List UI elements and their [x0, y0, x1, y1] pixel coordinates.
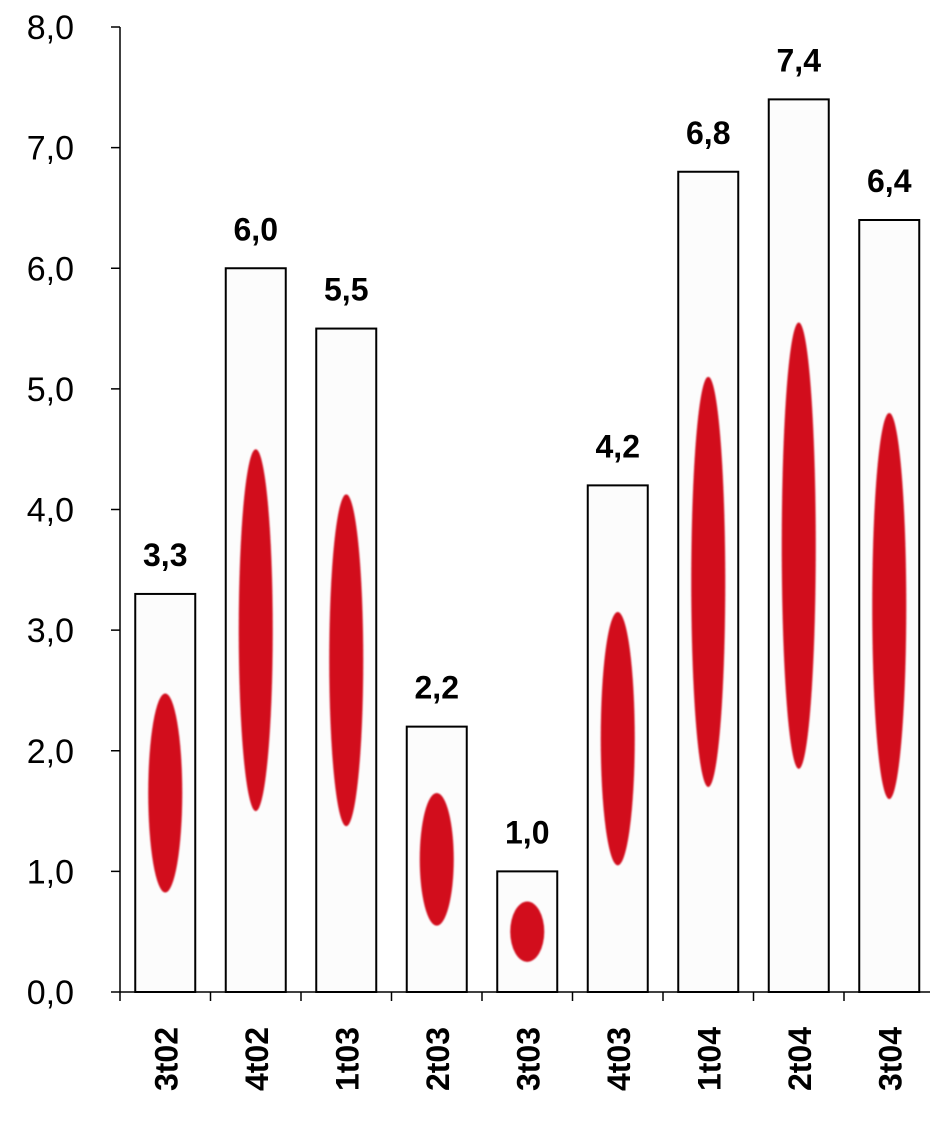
data-label: 3,3	[143, 537, 187, 573]
bar-ellipse	[148, 693, 183, 893]
bar-ellipse	[419, 792, 454, 926]
bars	[134, 98, 921, 993]
x-tick-label: 4t02	[239, 1027, 275, 1091]
data-label: 6,0	[234, 211, 278, 247]
data-label: 5,5	[324, 272, 368, 308]
bar-ellipse	[600, 612, 635, 866]
x-tick-label: 1t03	[329, 1027, 365, 1091]
x-tick-label: 3t03	[510, 1027, 546, 1091]
y-tick-label: 5,0	[27, 371, 74, 409]
y-tick-label: 3,0	[27, 612, 74, 650]
y-tick-label: 0,0	[27, 974, 74, 1012]
y-tick-label: 2,0	[27, 733, 74, 771]
bar-ellipse	[781, 322, 816, 769]
bar-ellipse	[329, 494, 364, 827]
x-tick-label: 2t03	[420, 1027, 456, 1091]
x-tick-label: 1t04	[691, 1027, 727, 1091]
y-tick-label: 1,0	[27, 853, 74, 891]
x-tick-label: 3t02	[148, 1027, 184, 1091]
data-label: 6,4	[867, 163, 912, 199]
y-tick-label: 8,0	[27, 9, 74, 47]
bar-ellipse	[510, 901, 545, 962]
data-label: 1,0	[505, 814, 549, 850]
y-tick-label: 4,0	[27, 492, 74, 530]
y-tick-label: 6,0	[27, 250, 74, 288]
data-labels: 3,3 6,0 5,5 2,2 1,0 4,2 6,8 7,4 6,4	[143, 42, 912, 850]
bar-ellipse	[238, 449, 273, 812]
data-label: 6,8	[686, 115, 730, 151]
x-tick-label: 4t03	[601, 1027, 637, 1091]
data-label: 2,2	[415, 670, 459, 706]
x-tick-label: 2t04	[782, 1027, 818, 1091]
x-axis: 3t02 4t02 1t03 2t03 3t03 4t03 1t04 2t04 3t04	[119, 991, 930, 1091]
data-label: 7,4	[777, 42, 822, 78]
bar-ellipse	[691, 376, 726, 787]
y-tick-label: 7,0	[27, 130, 74, 168]
y-axis: 0,0 1,0 2,0 3,0 4,0 5,0 6,0 7,0 8,0	[27, 9, 121, 1012]
bar-ellipse	[872, 413, 907, 799]
data-label: 4,2	[596, 428, 640, 464]
x-tick-label: 3t04	[872, 1027, 908, 1091]
